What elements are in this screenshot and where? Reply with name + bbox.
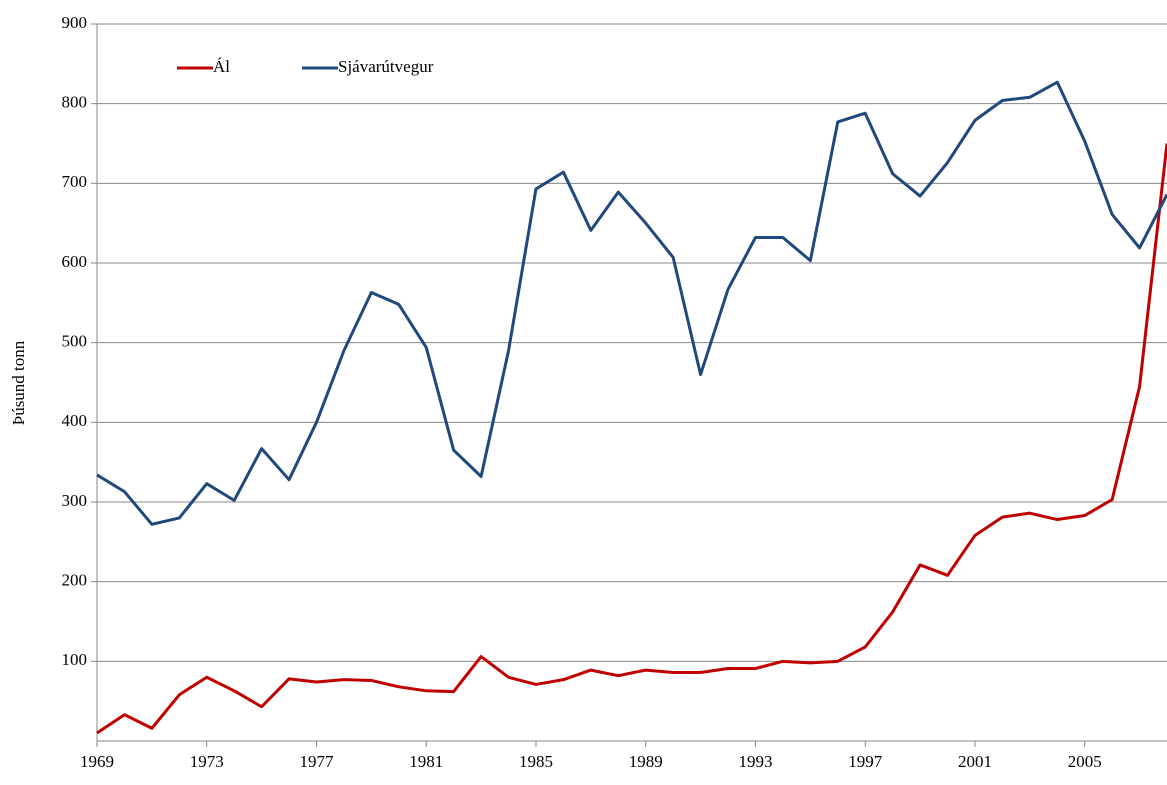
legend-label: Ál [213, 57, 230, 76]
legend-label: Sjávarútvegur [338, 57, 434, 76]
x-tick-label: 1985 [519, 752, 553, 771]
x-tick-label: 1989 [629, 752, 663, 771]
x-tick-label: 1997 [848, 752, 883, 771]
x-tick-label: 1969 [80, 752, 114, 771]
y-tick-label: 600 [62, 252, 88, 271]
x-tick-label: 1993 [738, 752, 772, 771]
y-tick-label: 400 [62, 411, 88, 430]
x-tick-label: 2001 [958, 752, 992, 771]
x-tick-label: 1973 [190, 752, 224, 771]
x-tick-label: 1977 [299, 752, 334, 771]
y-tick-label: 900 [62, 13, 88, 32]
y-tick-label: 700 [62, 172, 88, 191]
line [96, 80, 1167, 526]
y-tick-label: 200 [62, 571, 88, 590]
x-tick-label: 2005 [1068, 752, 1102, 771]
y-tick-label: 500 [62, 332, 88, 351]
line [96, 143, 1167, 735]
y-tick-label: 100 [62, 650, 88, 669]
x-tick-label: 1981 [409, 752, 443, 771]
y-tick-label: 800 [62, 93, 88, 112]
y-tick-label: 300 [62, 491, 88, 510]
y-axis-label: Þúsund tonn [9, 340, 28, 425]
